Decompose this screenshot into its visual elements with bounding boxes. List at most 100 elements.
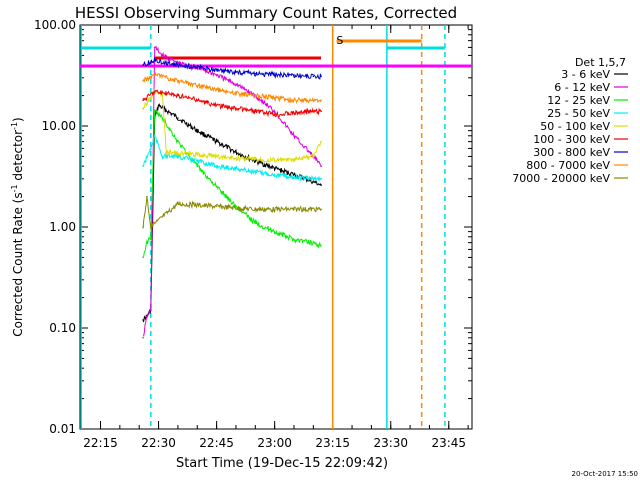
data-point	[142, 256, 144, 259]
data-point	[161, 117, 164, 119]
data-point	[142, 99, 144, 102]
series-line	[142, 103, 322, 323]
data-point	[196, 129, 199, 132]
data-point	[320, 165, 322, 167]
data-point	[312, 99, 315, 102]
x-tick-label: 23:45	[431, 436, 466, 450]
x-axis-label: Start Time (19-Dec-15 22:09:42)	[176, 456, 388, 471]
data-point	[215, 69, 218, 71]
data-point	[312, 178, 315, 180]
series-line	[143, 45, 322, 337]
data-point	[196, 85, 199, 87]
data-point	[273, 173, 276, 176]
data-point	[150, 235, 152, 238]
y-axis-label: Corrected Count Rate (s-1 detector-1)	[10, 117, 25, 336]
data-point	[177, 140, 179, 143]
chart-title: HESSI Observing Summary Count Rates, Cor…	[75, 4, 457, 22]
data-point	[153, 46, 156, 49]
data-point	[273, 113, 276, 116]
data-point	[254, 110, 257, 113]
data-point	[146, 241, 148, 244]
data-point	[177, 202, 179, 205]
data-point	[153, 74, 156, 76]
series-line	[142, 109, 322, 258]
data-point	[153, 110, 156, 113]
data-point	[320, 99, 322, 102]
data-point	[215, 186, 218, 188]
y-tick-label: 0.10	[49, 321, 76, 335]
data-point	[320, 208, 322, 211]
data-point	[254, 72, 257, 75]
data-point	[153, 134, 156, 137]
data-point	[320, 245, 322, 247]
data-point	[177, 64, 179, 66]
series-line	[142, 196, 322, 230]
data-point	[273, 167, 276, 170]
data-point	[215, 140, 218, 143]
data-point	[142, 165, 144, 167]
x-tick-label: 22:15	[83, 436, 118, 450]
y-tick-label: 10.00	[42, 119, 76, 133]
data-point	[142, 319, 144, 321]
data-point	[293, 74, 295, 76]
data-point	[215, 104, 218, 107]
legend-label: 3 - 6 keV	[561, 68, 610, 81]
data-point	[215, 205, 218, 208]
data-point	[254, 94, 257, 97]
data-point	[235, 157, 237, 159]
data-point	[153, 59, 156, 61]
data-point	[235, 151, 237, 154]
data-point	[142, 107, 144, 110]
data-point	[150, 226, 152, 228]
series-line	[142, 71, 322, 105]
data-point	[293, 112, 295, 114]
y-tick-label: 100.00	[34, 18, 76, 32]
data-point	[215, 74, 218, 76]
data-point	[146, 315, 148, 318]
data-point	[196, 165, 199, 167]
data-point	[146, 195, 148, 198]
data-point	[142, 80, 144, 82]
data-point	[161, 94, 164, 97]
legend-label: 300 - 800 keV	[533, 146, 610, 159]
x-tick-label: 23:15	[315, 436, 350, 450]
data-point	[215, 165, 218, 167]
data-point	[320, 75, 322, 78]
y-tick-label: 0.01	[49, 422, 76, 436]
legend-title: Det 1,5,7	[575, 56, 626, 69]
data-point	[235, 92, 237, 95]
data-point	[142, 226, 144, 228]
data-point	[165, 151, 168, 154]
data-point	[161, 54, 164, 57]
series-line	[142, 89, 322, 164]
x-tick-label: 22:30	[141, 436, 176, 450]
x-tick-label: 23:30	[373, 436, 408, 450]
data-point	[293, 99, 295, 102]
data-point	[293, 159, 295, 161]
data-point	[142, 336, 144, 339]
series-line	[142, 89, 322, 118]
data-point	[215, 88, 218, 91]
y-tick-label: 1.00	[49, 220, 76, 234]
data-point	[177, 94, 179, 97]
data-point	[273, 74, 276, 76]
data-point	[254, 222, 257, 224]
data-point	[157, 104, 160, 107]
legend-label: 7000 - 20000 keV	[512, 172, 610, 185]
legend-label: 50 - 100 keV	[540, 120, 610, 133]
data-point	[150, 309, 152, 312]
legend-label: 800 - 7000 keV	[526, 159, 610, 172]
series-line	[142, 57, 322, 80]
data-point	[312, 181, 315, 183]
legend-label: 6 - 12 keV	[554, 81, 610, 94]
timestamp: 20-Oct-2017 15:50	[572, 470, 638, 478]
data-point	[312, 155, 315, 158]
data-point	[196, 99, 199, 102]
data-point	[235, 71, 237, 74]
data-point	[293, 173, 295, 176]
data-point	[293, 134, 295, 137]
legend-label: 25 - 50 keV	[547, 107, 610, 120]
plot-frame	[79, 24, 473, 430]
data-point	[320, 178, 322, 180]
